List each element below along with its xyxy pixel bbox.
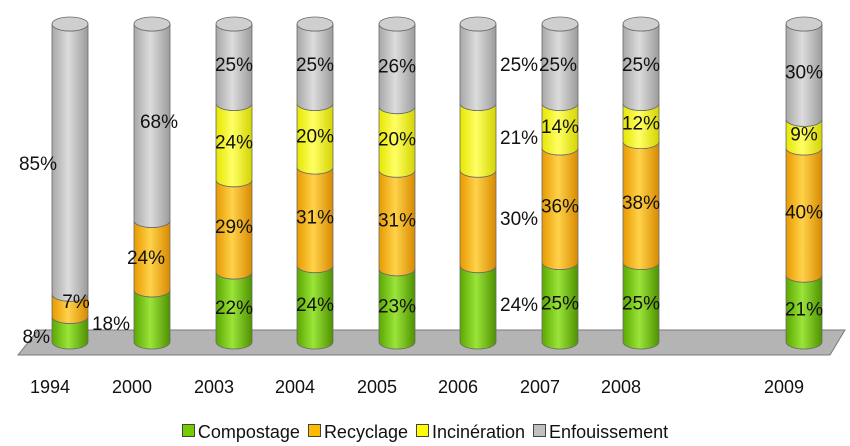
data-label-enfouissement-2007: 25%	[539, 55, 577, 76]
bar-recyclage-2006	[459, 170, 497, 274]
x-tick-2008: 2008	[601, 377, 641, 397]
legend-swatch	[307, 424, 321, 437]
x-tick-2007: 2007	[520, 377, 560, 397]
data-label-recyclage-2000: 24%	[127, 248, 165, 269]
bar-cap-2009	[785, 16, 823, 32]
bar-compostage-2006	[459, 265, 497, 350]
legend-item-enfouissement: Enfouissement	[533, 422, 668, 443]
data-label-compostage-2004: 24%	[296, 295, 334, 316]
data-label-incinération-2005: 20%	[378, 129, 416, 150]
data-label-incinération-2007: 14%	[541, 117, 579, 138]
data-label-enfouissement-2004: 25%	[296, 55, 334, 76]
x-tick-2004: 2004	[275, 377, 315, 397]
data-label-compostage-1994: 8%	[23, 327, 51, 348]
legend-label: Enfouissement	[549, 422, 669, 442]
bar-cap-1994	[51, 16, 89, 32]
data-label-compostage-2005: 23%	[378, 296, 416, 317]
data-label-recyclage-2009: 40%	[785, 203, 823, 224]
data-label-enfouissement-2006: 25%	[500, 55, 538, 76]
data-label-recyclage-2003: 29%	[215, 217, 253, 238]
data-label-enfouissement-2005: 26%	[378, 56, 416, 77]
legend-item-recyclage: Recyclage	[307, 422, 408, 443]
data-label-compostage-2000: 18%	[92, 314, 130, 335]
data-label-compostage-2003: 22%	[215, 298, 253, 319]
legend-swatch	[181, 424, 195, 437]
legend-label: Recyclage	[323, 422, 408, 442]
bar-incinération-2006	[459, 103, 497, 178]
x-tick-2003: 2003	[194, 377, 234, 397]
x-tick-2009: 2009	[764, 377, 804, 397]
x-tick-2006: 2006	[438, 377, 478, 397]
data-label-enfouissement-2009: 30%	[785, 63, 823, 84]
bar-cap-2003	[215, 16, 253, 32]
data-label-recyclage-1994: 7%	[62, 292, 90, 313]
data-label-incinération-2009: 9%	[790, 125, 818, 146]
data-label-enfouissement-2003: 25%	[215, 55, 253, 76]
data-label-incinération-2006: 21%	[500, 128, 538, 149]
legend-label: Incinération	[431, 422, 526, 442]
bar-cap-2005	[378, 16, 416, 32]
data-label-recyclage-2006: 30%	[500, 209, 538, 230]
legend: Compostage Recyclage Incinération Enfouisse…	[0, 422, 850, 443]
x-tick-1994: 1994	[30, 377, 70, 397]
legend-label: Compostage	[197, 422, 300, 442]
bar-enfouissement-2006	[459, 23, 497, 111]
bar-cap-2006	[459, 16, 497, 32]
data-label-recyclage-2004: 31%	[296, 207, 334, 228]
data-label-enfouissement-2000: 68%	[140, 112, 178, 133]
data-label-recyclage-2005: 31%	[378, 211, 416, 232]
legend-swatch	[415, 424, 429, 437]
bar-enfouissement-1994	[51, 23, 89, 302]
data-label-enfouissement-1994: 85%	[19, 154, 57, 175]
legend-item-incinération: Incinération	[415, 422, 526, 443]
data-label-enfouissement-2008: 25%	[622, 55, 660, 76]
data-label-compostage-2006: 24%	[500, 295, 538, 316]
data-label-incinération-2003: 24%	[215, 133, 253, 154]
bar-cap-2004	[296, 16, 334, 32]
data-label-compostage-2008: 25%	[622, 293, 660, 314]
data-label-compostage-2009: 21%	[785, 300, 823, 321]
data-label-compostage-2007: 25%	[541, 293, 579, 314]
x-tick-2005: 2005	[357, 377, 397, 397]
bar-cap-2007	[541, 16, 579, 32]
data-label-recyclage-2008: 38%	[622, 193, 660, 214]
bar-cap-2008	[622, 16, 660, 32]
bar-cap-2000	[133, 16, 171, 32]
data-label-incinération-2008: 12%	[622, 114, 660, 135]
x-tick-2000: 2000	[112, 377, 152, 397]
legend-item-compostage: Compostage	[181, 422, 300, 443]
legend-swatch	[533, 424, 547, 437]
data-label-recyclage-2007: 36%	[541, 196, 579, 217]
data-label-incinération-2004: 20%	[296, 126, 334, 147]
bar-compostage-2000	[133, 289, 171, 350]
